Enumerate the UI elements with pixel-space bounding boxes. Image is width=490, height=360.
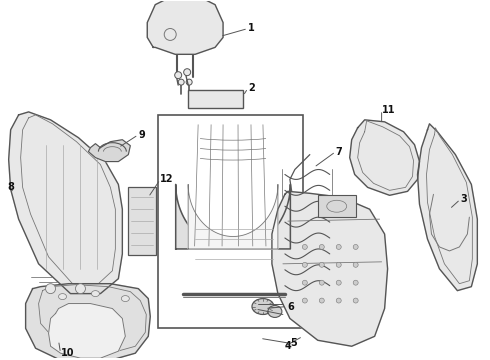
Ellipse shape — [302, 244, 307, 249]
Ellipse shape — [302, 262, 307, 267]
Ellipse shape — [268, 306, 282, 318]
Ellipse shape — [319, 244, 324, 249]
Ellipse shape — [353, 262, 358, 267]
Text: 8: 8 — [8, 183, 15, 192]
Text: 10: 10 — [61, 348, 74, 358]
Polygon shape — [147, 0, 223, 54]
Polygon shape — [417, 124, 477, 291]
Text: 2: 2 — [248, 83, 255, 93]
Ellipse shape — [319, 280, 324, 285]
Bar — [128, 187, 156, 255]
Text: 3: 3 — [461, 194, 467, 204]
Ellipse shape — [175, 72, 182, 78]
Ellipse shape — [302, 280, 307, 285]
Text: 7: 7 — [336, 147, 343, 157]
Text: 6: 6 — [287, 302, 294, 311]
Bar — [318, 195, 356, 217]
Text: 1: 1 — [248, 23, 255, 33]
Polygon shape — [176, 184, 291, 249]
Ellipse shape — [336, 280, 341, 285]
Text: 9: 9 — [138, 130, 145, 140]
Polygon shape — [350, 120, 419, 195]
Bar — [158, 115, 303, 328]
Ellipse shape — [319, 298, 324, 303]
Ellipse shape — [75, 284, 85, 294]
Ellipse shape — [353, 280, 358, 285]
Ellipse shape — [164, 28, 176, 40]
Ellipse shape — [92, 291, 99, 297]
Polygon shape — [89, 140, 130, 162]
Ellipse shape — [122, 296, 129, 302]
Polygon shape — [25, 284, 150, 360]
Ellipse shape — [184, 69, 191, 76]
Ellipse shape — [319, 262, 324, 267]
Ellipse shape — [46, 284, 55, 294]
Polygon shape — [188, 184, 278, 249]
Text: 4: 4 — [285, 341, 292, 351]
Ellipse shape — [353, 244, 358, 249]
Ellipse shape — [353, 298, 358, 303]
Polygon shape — [272, 192, 388, 346]
Ellipse shape — [302, 298, 307, 303]
Text: 5: 5 — [290, 338, 296, 348]
Ellipse shape — [58, 294, 67, 300]
Polygon shape — [49, 303, 125, 358]
Bar — [188, 90, 243, 108]
Ellipse shape — [178, 79, 184, 85]
Ellipse shape — [336, 244, 341, 249]
Ellipse shape — [252, 298, 274, 315]
Polygon shape — [9, 112, 122, 294]
Text: 12: 12 — [160, 175, 174, 184]
Ellipse shape — [336, 262, 341, 267]
Text: 11: 11 — [382, 105, 395, 115]
Ellipse shape — [186, 79, 192, 85]
Ellipse shape — [336, 298, 341, 303]
